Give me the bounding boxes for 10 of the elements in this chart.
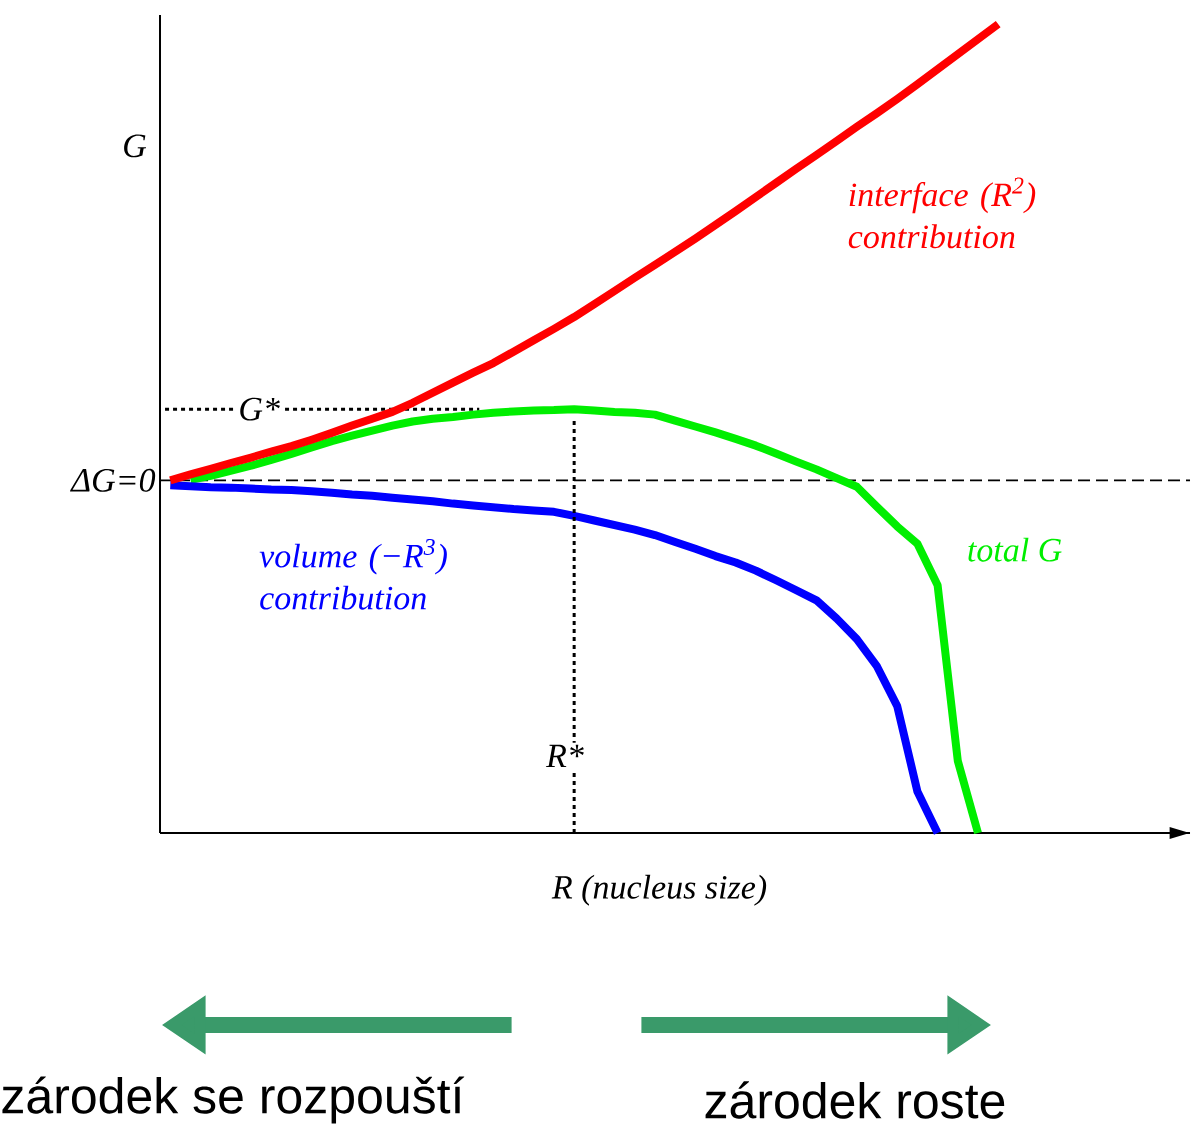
text: zárodek roste xyxy=(705,1081,1005,1119)
series-label: volume (−R$^{3}$) contribution xyxy=(259,538,447,610)
y-axis-title: G xyxy=(124,134,147,158)
x-axis-title: R (nucleus size) xyxy=(551,874,767,906)
series-label: total G xyxy=(968,537,1062,562)
ref-line-label: ΔG=0 xyxy=(70,468,156,492)
text: zárodek se rozpouští xyxy=(2,1076,465,1124)
ref-line-label: G* xyxy=(240,397,280,421)
series-label: interface (R$^{2}$) contribution xyxy=(848,177,1036,249)
annotation: R* xyxy=(545,744,584,768)
